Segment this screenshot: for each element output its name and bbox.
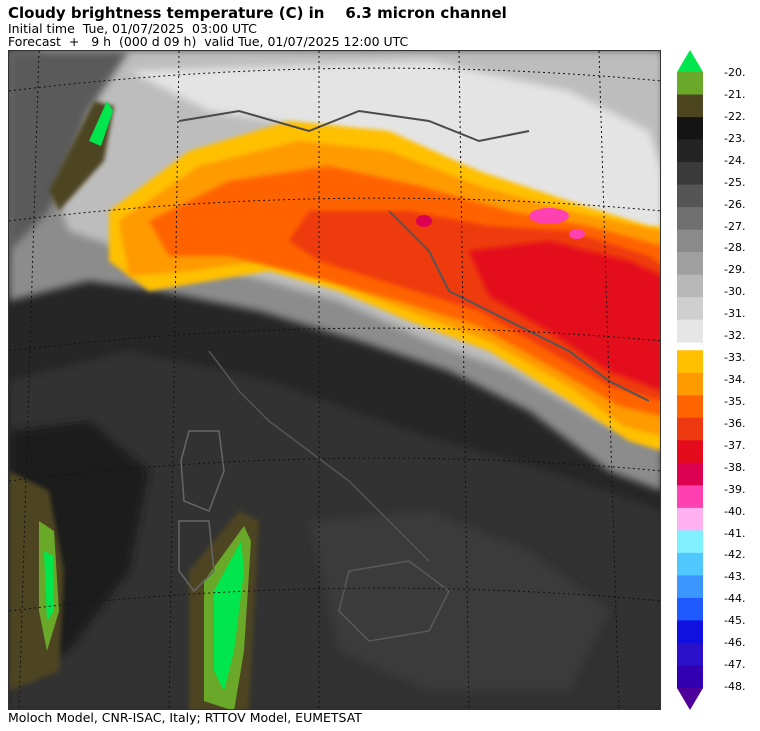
colorbar-segment bbox=[677, 350, 703, 374]
colorbar-segment bbox=[677, 575, 703, 599]
coastline-adriatic bbox=[388, 210, 650, 402]
colorbar-segment bbox=[677, 139, 703, 163]
island-outline-1 bbox=[180, 430, 225, 512]
island-outline-2 bbox=[178, 520, 215, 593]
colorbar-label: -29. bbox=[724, 263, 746, 277]
colorbar-segment bbox=[677, 72, 703, 96]
grey-patch-south bbox=[309, 511, 609, 691]
colorbar-segment bbox=[677, 552, 703, 576]
colorbar-segment bbox=[677, 94, 703, 118]
initial-time: Initial time Tue, 01/07/2025 03:00 UTC bbox=[8, 21, 257, 36]
colorbar-label: -40. bbox=[724, 504, 746, 518]
colorbar-label: -23. bbox=[724, 131, 746, 145]
colorbar-segment bbox=[677, 530, 703, 554]
colorbar-segment bbox=[677, 162, 703, 186]
colorbar bbox=[677, 50, 703, 710]
colorbar-label: -41. bbox=[724, 526, 746, 540]
cloud-band-dark-orange bbox=[149, 166, 660, 416]
colorbar-label: -20. bbox=[724, 66, 746, 79]
colorbar-label: -35. bbox=[724, 394, 746, 408]
colorbar-segment bbox=[677, 485, 703, 509]
colorbar-label: -47. bbox=[724, 658, 746, 672]
colorbar-label: -36. bbox=[724, 416, 746, 430]
colorbar-bottom-arrow bbox=[677, 688, 703, 710]
colorbar-label: -43. bbox=[724, 570, 746, 584]
colorbar-graphic bbox=[677, 50, 703, 710]
pink-cell-1 bbox=[529, 208, 569, 224]
colorbar-segment bbox=[677, 184, 703, 208]
colorbar-segment bbox=[677, 620, 703, 644]
whitish-band bbox=[129, 61, 660, 261]
colorbar-segment bbox=[677, 372, 703, 396]
colorbar-label: -22. bbox=[724, 109, 746, 123]
colorbar-label: -33. bbox=[724, 351, 746, 365]
colorbar-segment bbox=[677, 229, 703, 253]
colorbar-label: -37. bbox=[724, 438, 746, 452]
island-outline-3 bbox=[338, 560, 450, 642]
graticule bbox=[9, 51, 660, 709]
green-streak-sw bbox=[44, 551, 54, 621]
colorbar-label: -26. bbox=[724, 197, 746, 211]
colorbar-segment bbox=[677, 665, 703, 689]
colorbar-segment bbox=[677, 117, 703, 141]
colorbar-label: -34. bbox=[724, 373, 746, 386]
colorbar-segment bbox=[677, 207, 703, 231]
colorbar-top-arrow bbox=[677, 50, 703, 72]
chart-title: Cloudy brightness temperature (C) in 6.3… bbox=[8, 4, 507, 22]
colorbar-label: -31. bbox=[724, 307, 746, 321]
green-streak-nw bbox=[89, 101, 113, 146]
colorbar-segment bbox=[677, 395, 703, 419]
green-streak-south bbox=[214, 541, 244, 691]
colorbar-segment bbox=[677, 297, 703, 321]
colorbar-segment bbox=[677, 417, 703, 441]
colorbar-segment bbox=[677, 507, 703, 531]
colorbar-label: -42. bbox=[724, 548, 746, 562]
colorbar-label: -48. bbox=[724, 680, 746, 693]
colorbar-label: -45. bbox=[724, 614, 746, 628]
colorbar-segment bbox=[677, 597, 703, 621]
colorbar-label: -30. bbox=[724, 285, 746, 299]
colorbar-label: -25. bbox=[724, 175, 746, 189]
colorbar-label: -46. bbox=[724, 636, 746, 650]
coastline-north bbox=[178, 109, 530, 143]
colorbar-segment bbox=[677, 319, 703, 343]
colorbar-segment bbox=[677, 274, 703, 298]
colorbar-label: -39. bbox=[724, 482, 746, 496]
colorbar-label: -21. bbox=[724, 87, 746, 101]
colorbar-label: -38. bbox=[724, 460, 746, 474]
colorbar-segment bbox=[677, 462, 703, 486]
weather-map bbox=[8, 50, 661, 710]
colorbar-label: -27. bbox=[724, 219, 746, 233]
colorbar-label: -24. bbox=[724, 153, 746, 167]
cloud-band-deep-red bbox=[469, 241, 660, 391]
colorbar-label: -44. bbox=[724, 592, 746, 606]
pink-cell-2 bbox=[569, 229, 585, 239]
colorbar-segment bbox=[677, 440, 703, 464]
colorbar-label: -28. bbox=[724, 241, 746, 255]
forecast-valid-time: Forecast + 9 h (000 d 09 h) valid Tue, 0… bbox=[8, 34, 409, 49]
map-canvas bbox=[9, 51, 660, 709]
coastline-italy bbox=[208, 350, 430, 562]
colorbar-segment bbox=[677, 252, 703, 276]
colorbar-segment bbox=[677, 642, 703, 666]
colorbar-label: -32. bbox=[724, 329, 746, 343]
credits: Moloch Model, CNR-ISAC, Italy; RTTOV Mod… bbox=[8, 710, 362, 725]
magenta-cell bbox=[416, 215, 432, 227]
